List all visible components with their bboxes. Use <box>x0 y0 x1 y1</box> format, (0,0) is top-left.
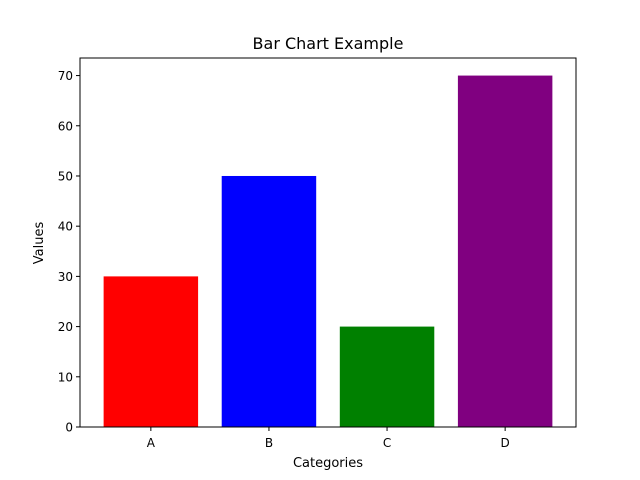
bar-d <box>457 75 553 427</box>
y-tick-label: 40 <box>58 220 73 234</box>
bar-c <box>339 326 435 427</box>
y-tick-label: 20 <box>58 320 73 334</box>
y-tick-label: 10 <box>58 370 73 384</box>
y-tick-label: 70 <box>58 69 73 83</box>
bar-b <box>221 175 317 427</box>
y-axis-label: Values <box>32 222 47 265</box>
y-tick-label: 30 <box>58 270 73 284</box>
bar-a <box>103 276 199 427</box>
plot-frame <box>79 57 577 428</box>
x-tick-label: B <box>265 436 273 450</box>
x-axis-label: Categories <box>293 456 363 471</box>
chart-title: Bar Chart Example <box>253 34 404 53</box>
x-tick-label: D <box>501 436 510 450</box>
plot-area: 0 10 20 30 40 50 60 70 A B C D <box>58 57 577 450</box>
y-tick-label: 50 <box>58 169 73 183</box>
y-tick-label: 0 <box>65 421 73 435</box>
y-tick-label: 60 <box>58 119 73 133</box>
x-tick-label: C <box>383 436 391 450</box>
x-tick-label: A <box>147 436 156 450</box>
